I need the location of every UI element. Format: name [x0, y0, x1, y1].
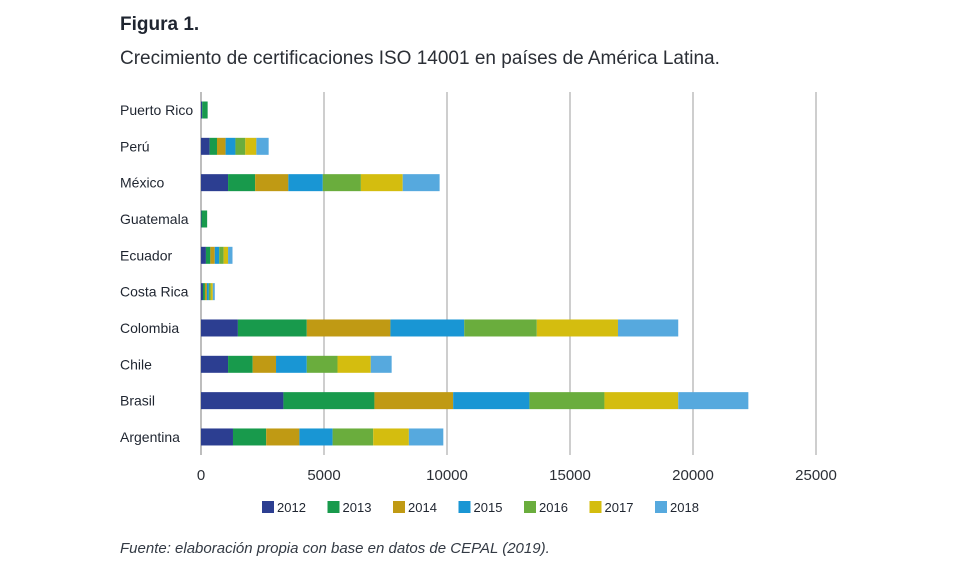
bar-segment: [232, 428, 267, 446]
category-labels: Puerto Rico Perú México Guatemala Ecuador Cos…: [120, 102, 193, 445]
legend-label: 2018: [670, 500, 699, 515]
category-label: Argentina: [120, 429, 180, 445]
x-tick-label: 25000: [795, 467, 837, 484]
legend-label: 2015: [474, 500, 503, 515]
legend: 2012 2013 2014 2015 2016 2017 2018: [262, 500, 699, 515]
bar-segment: [678, 392, 749, 410]
bar-segment: [288, 174, 323, 192]
bar-segment: [201, 174, 229, 192]
bar-segment: [276, 355, 307, 373]
legend-label: 2013: [343, 500, 372, 515]
bar-segment: [604, 392, 679, 410]
bar-segment: [332, 428, 374, 446]
figure-label: Figura 1.: [120, 14, 200, 35]
bar-segment: [201, 319, 238, 337]
category-label: Guatemala: [120, 211, 189, 227]
legend-label: 2017: [605, 500, 634, 515]
bar-segment: [529, 392, 605, 410]
category-label: Chile: [120, 356, 152, 372]
category-label: Perú: [120, 138, 150, 154]
category-label: Puerto Rico: [120, 102, 193, 118]
bar-segment: [208, 283, 211, 301]
bar-segment: [266, 428, 300, 446]
bar-segment: [202, 101, 208, 119]
bar-segment: [219, 246, 224, 264]
bar-segment: [209, 137, 217, 155]
bar-segment: [617, 319, 679, 337]
bar-segment: [237, 319, 307, 337]
bars-layer: [201, 101, 749, 446]
bar-segment: [306, 355, 338, 373]
x-tick-label: 20000: [672, 467, 714, 484]
legend-swatch: [327, 501, 340, 513]
bar-segment: [201, 283, 203, 301]
bar-segment: [256, 137, 269, 155]
bar-segment: [223, 246, 229, 264]
bar-segment: [204, 283, 207, 301]
bar-segment: [210, 283, 213, 301]
bar-segment: [360, 174, 403, 192]
bar-segment: [228, 174, 256, 192]
legend-swatch: [524, 501, 536, 513]
bar-segment: [206, 283, 209, 301]
legend-label: 2016: [539, 500, 568, 515]
bar-segment: [536, 319, 618, 337]
bar-segment: [201, 392, 284, 410]
bar-segment: [225, 137, 236, 155]
legend-swatch: [262, 501, 274, 513]
bar-segment: [201, 210, 208, 228]
category-label: Brasil: [120, 393, 155, 409]
bar-segment: [201, 246, 206, 264]
bar-segment: [464, 319, 537, 337]
category-label: Colombia: [120, 320, 179, 336]
legend-swatch: [655, 501, 667, 513]
x-tick-label: 10000: [426, 467, 468, 484]
bar-segment: [408, 428, 444, 446]
bar-segment: [306, 319, 391, 337]
bar-segment: [402, 174, 440, 192]
bar-segment: [205, 246, 211, 264]
bar-segment: [202, 283, 205, 301]
bar-segment: [201, 137, 210, 155]
bar-segment: [322, 174, 361, 192]
legend-label: 2014: [408, 500, 437, 515]
legend-swatch: [458, 501, 471, 513]
bar-segment: [214, 246, 220, 264]
legend-label: 2012: [277, 500, 306, 515]
bar-segment: [453, 392, 530, 410]
bar-segment: [299, 428, 333, 446]
x-tick-labels: 0 5000 10000 15000 20000 25000: [197, 467, 837, 484]
category-label: Costa Rica: [120, 284, 189, 300]
bar-segment: [210, 246, 215, 264]
bar-segment: [216, 137, 226, 155]
bar-segment: [245, 137, 257, 155]
bar-segment: [283, 392, 375, 410]
bar-segment: [255, 174, 289, 192]
bar-segment: [370, 355, 392, 373]
bar-segment: [201, 428, 233, 446]
figure-title: Crecimiento de certificaciones ISO 14001…: [120, 48, 720, 69]
category-label: Ecuador: [120, 247, 172, 263]
x-tick-label: 15000: [549, 467, 591, 484]
bar-segment: [201, 355, 229, 373]
bar-segment: [201, 101, 203, 119]
x-tick-label: 0: [197, 467, 205, 484]
figure-source: Fuente: elaboración propia con base en d…: [120, 540, 550, 557]
x-tick-label: 5000: [307, 467, 340, 484]
bar-segment: [373, 428, 409, 446]
bar-segment: [252, 355, 277, 373]
bar-segment: [374, 392, 454, 410]
bar-segment: [228, 355, 253, 373]
bar-segment: [390, 319, 465, 337]
legend-swatch: [393, 501, 405, 513]
category-label: México: [120, 175, 165, 191]
bar-segment: [235, 137, 246, 155]
legend-swatch: [589, 501, 602, 513]
bar-segment: [337, 355, 371, 373]
bar-segment: [212, 283, 215, 301]
bar-segment: [228, 246, 233, 264]
